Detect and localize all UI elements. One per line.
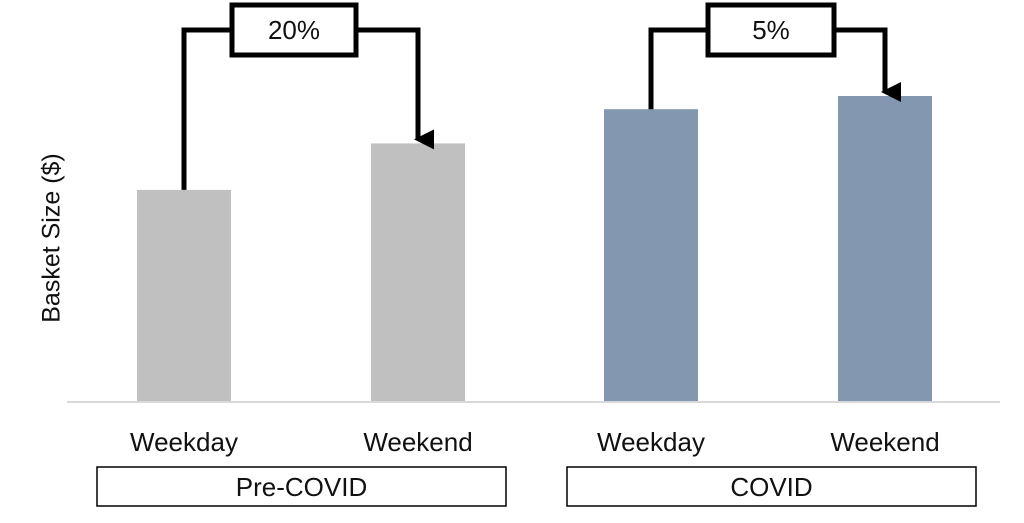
change-label: 20% xyxy=(268,15,320,45)
x-tick-label: Weekend xyxy=(363,427,472,457)
change-label-box xyxy=(229,2,359,58)
bar-covid-weekend xyxy=(838,96,932,402)
x-tick-label: Weekday xyxy=(597,427,705,457)
plot-area: Weekday Weekend Weekday Weekend Pre-COVID COV… xyxy=(67,2,1000,507)
group-label-box xyxy=(96,466,507,507)
group-label: COVID xyxy=(730,472,812,502)
y-axis-label: Basket Size ($) xyxy=(38,153,66,323)
bar-pre-covid-weekend xyxy=(371,143,465,402)
change-label: 5% xyxy=(752,15,790,45)
group-label-box xyxy=(566,466,977,507)
bar-covid-weekday xyxy=(604,109,698,402)
x-tick-label: Weekend xyxy=(830,427,939,457)
group-label: Pre-COVID xyxy=(236,472,367,502)
bar-pre-covid-weekday xyxy=(137,189,231,402)
change-label-box xyxy=(705,2,837,58)
x-tick-label: Weekday xyxy=(130,427,238,457)
